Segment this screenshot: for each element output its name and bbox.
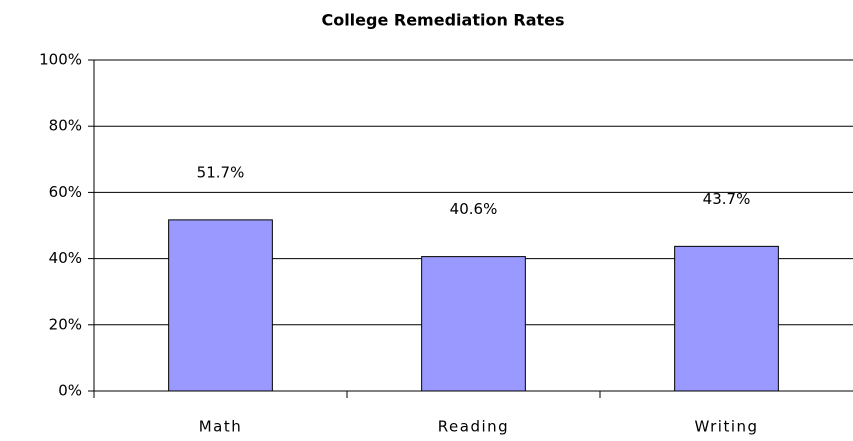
chart-title: College Remediation Rates <box>321 11 564 30</box>
y-tick-label: 100% <box>39 51 82 69</box>
x-tick-label: Math <box>199 418 243 436</box>
bar <box>168 219 273 392</box>
bar <box>674 245 779 392</box>
x-tick-label: Writing <box>694 418 758 436</box>
x-tick-label: Reading <box>438 418 509 436</box>
y-tick-label: 60% <box>49 183 82 201</box>
y-tick-label: 80% <box>49 117 82 135</box>
y-tick-label: 20% <box>49 315 82 333</box>
data-label: 40.6% <box>450 200 498 218</box>
bar <box>421 256 526 392</box>
data-label: 43.7% <box>703 190 751 208</box>
y-tick-label: 0% <box>58 382 82 400</box>
y-tick-label: 40% <box>49 249 82 267</box>
data-label: 51.7% <box>197 163 245 181</box>
